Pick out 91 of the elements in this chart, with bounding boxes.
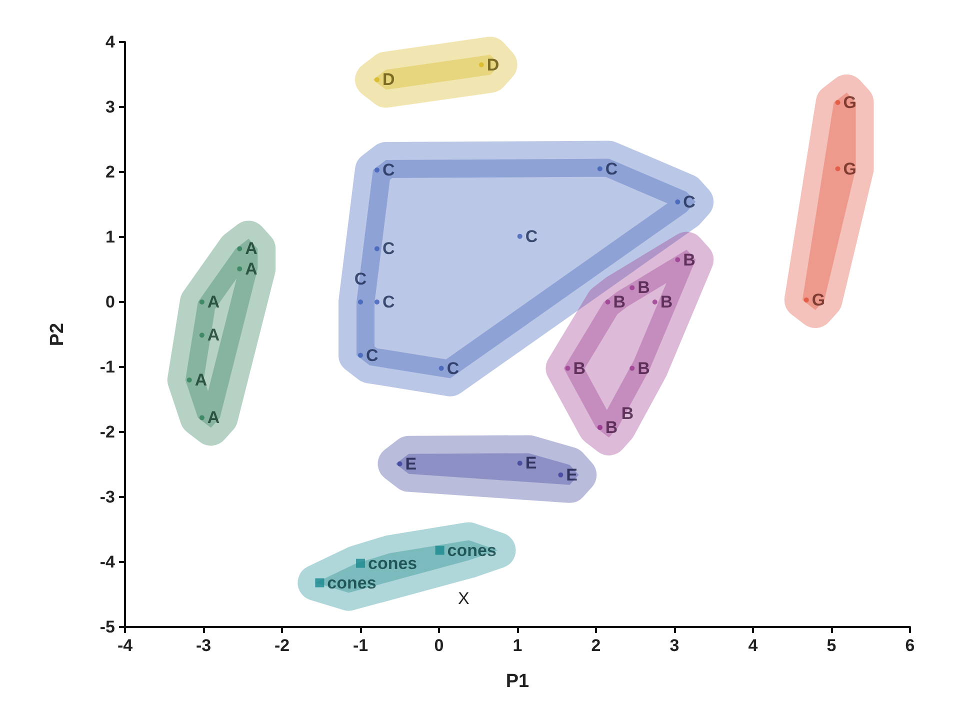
text: A [207, 408, 220, 428]
x-tick-label: -1 [352, 636, 368, 655]
point [630, 285, 635, 290]
point [199, 415, 204, 420]
text: A [194, 370, 208, 390]
series-label: G [843, 92, 857, 112]
x-tick-label: 4 [748, 636, 758, 655]
series-label: D [382, 70, 395, 90]
point [565, 366, 570, 371]
y-tick-label: -2 [100, 422, 115, 442]
point [237, 266, 242, 272]
point [675, 257, 680, 262]
text: E [525, 454, 537, 473]
x-tick-label: 1 [512, 636, 522, 655]
point [315, 578, 324, 588]
text: G [843, 159, 857, 178]
series-label: A [245, 239, 258, 258]
y-tick-label: -5 [100, 618, 115, 636]
text: B [638, 278, 650, 298]
point [438, 366, 444, 371]
y-tick-label: -4 [100, 552, 116, 572]
y-tick-label: 3 [106, 98, 115, 116]
text: C [382, 292, 395, 312]
x-tick-label: 2 [591, 636, 601, 655]
text: cones [447, 540, 496, 560]
point [237, 246, 242, 252]
text: cones [327, 573, 376, 592]
point [517, 234, 522, 239]
text: B [660, 292, 673, 312]
text: B [605, 418, 618, 437]
text: E [566, 465, 578, 484]
text: B [573, 358, 586, 378]
text: A [245, 259, 258, 278]
text: C [683, 192, 696, 212]
text: C [605, 159, 618, 178]
point [374, 246, 380, 252]
text: A [207, 292, 220, 312]
x-tick-label: 0 [434, 636, 444, 655]
text: C [354, 270, 367, 288]
text: C [446, 358, 460, 378]
point [374, 300, 380, 304]
point [558, 472, 564, 478]
x-tick-label: -2 [274, 636, 290, 655]
y-tick-label: 4 [106, 32, 116, 52]
point [605, 300, 610, 304]
series-label: cones [368, 554, 418, 573]
point [804, 298, 809, 303]
point [597, 166, 602, 172]
text: B [613, 292, 626, 312]
point [478, 62, 484, 68]
x-tick-label: -3 [196, 636, 212, 655]
point [358, 352, 363, 358]
point [630, 366, 635, 371]
text: G [812, 290, 826, 310]
y-tick-label: 1 [106, 228, 115, 246]
x-tick-label: 3 [670, 636, 680, 655]
point [356, 558, 365, 568]
text: C [525, 226, 538, 246]
annotation: X [458, 589, 470, 608]
point [358, 300, 363, 304]
x-tick-label: -4 [117, 636, 134, 655]
series-label: B [683, 250, 696, 270]
point [374, 168, 380, 173]
point [435, 546, 444, 555]
y-tick-label: -3 [100, 488, 115, 506]
text: B [638, 358, 650, 378]
x-axis-title: P1 [506, 671, 530, 692]
text: C [382, 239, 395, 258]
text: B [621, 404, 634, 423]
point [199, 300, 204, 304]
y-tick-label: 2 [106, 162, 115, 182]
point [597, 424, 602, 430]
point [835, 166, 840, 172]
y-tick-label: -1 [100, 358, 115, 376]
x-tick-label: 6 [905, 636, 915, 655]
series-label: E [405, 454, 417, 474]
point [199, 332, 204, 338]
point [675, 199, 680, 204]
point [186, 378, 192, 382]
point [652, 300, 658, 304]
point [397, 461, 402, 466]
point [517, 460, 522, 466]
series-label: C [382, 160, 395, 180]
y-axis-title: P2 [47, 322, 68, 346]
point [374, 77, 380, 82]
text: A [207, 326, 220, 345]
text: D [486, 55, 500, 74]
text: C [366, 346, 378, 365]
x-tick-label: 5 [826, 636, 836, 655]
point [835, 100, 840, 105]
y-tick-label: 0 [106, 292, 115, 312]
